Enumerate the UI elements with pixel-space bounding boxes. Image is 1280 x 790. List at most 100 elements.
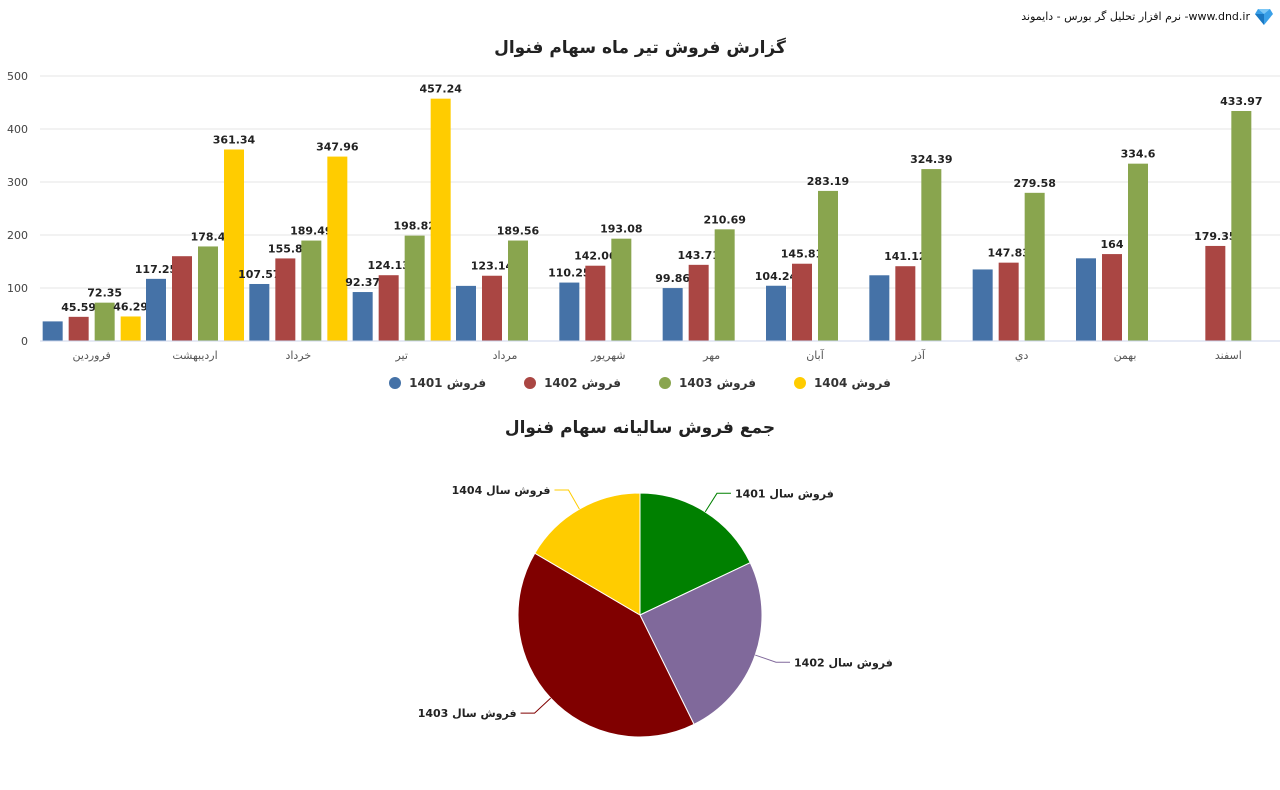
data-label: 72.35: [87, 287, 122, 300]
data-label: 141.12: [884, 250, 926, 263]
pie-slice: [639, 492, 751, 616]
x-tick-label: آذر: [911, 348, 926, 362]
data-label: 99.86: [655, 272, 690, 285]
bar: [327, 156, 348, 341]
data-label: 189.56: [497, 225, 540, 238]
bar: [1205, 245, 1226, 341]
bar: [921, 169, 942, 341]
data-label: 324.39: [910, 153, 952, 166]
y-tick-label: 0: [21, 335, 28, 348]
y-tick-label: 100: [7, 282, 28, 295]
data-label: 46.29: [113, 300, 148, 313]
data-label: 117.25: [135, 263, 177, 276]
data-label: 283.19: [807, 175, 849, 188]
x-tick-label: فروردین: [73, 349, 111, 362]
bar: [120, 316, 141, 341]
data-label: 104.24: [755, 270, 798, 283]
bar: [1231, 110, 1252, 341]
bar: [998, 262, 1019, 341]
legend-label: فروش 1404: [813, 376, 891, 390]
data-label: 178.4: [191, 230, 226, 243]
data-label: 198.82: [393, 220, 435, 233]
x-tick-label: اسفند: [1215, 349, 1242, 362]
bar: [662, 288, 683, 341]
data-label: 164: [1101, 238, 1124, 251]
data-label: 279.58: [1013, 177, 1055, 190]
data-label: 147.83: [987, 247, 1029, 260]
y-tick-label: 200: [7, 229, 28, 242]
legend-label: فروش 1402: [544, 376, 621, 390]
bar: [42, 321, 63, 341]
y-tick-label: 300: [7, 176, 28, 189]
data-label: 142.06: [574, 250, 617, 263]
bar: [430, 98, 451, 341]
bar: [508, 240, 528, 341]
pie-label: فروش سال 1403: [418, 707, 517, 720]
data-label: 143.71: [677, 249, 719, 262]
bar: [482, 275, 502, 341]
x-tick-label: بهمن: [1114, 349, 1137, 362]
legend-item[interactable]: فروش 1402: [524, 376, 621, 390]
legend-item[interactable]: فروش 1401: [389, 376, 486, 390]
x-tick-label: اردیبهشت: [172, 349, 217, 362]
bar: [378, 275, 399, 341]
bar: [585, 265, 606, 341]
site-header: www.dnd.ir- نرم افزار تحلیل گر بورس - دا…: [1021, 6, 1274, 26]
x-tick-label: مرداد: [493, 349, 518, 362]
bar: [766, 285, 786, 341]
x-tick-label: آبان: [806, 348, 824, 362]
legend-marker: [389, 377, 402, 389]
data-label: 433.97: [1220, 95, 1262, 108]
legend-marker: [793, 377, 806, 389]
legend-item[interactable]: فروش 1403: [659, 376, 756, 390]
bar: [275, 258, 296, 341]
x-tick-label: تیر: [394, 349, 407, 362]
legend-marker: [659, 377, 671, 389]
data-label: 110.25: [548, 267, 590, 280]
y-tick-label: 500: [7, 70, 28, 83]
pie-connector: [755, 654, 791, 663]
bar: [301, 240, 322, 341]
legend-marker: [524, 377, 537, 389]
data-label: 210.69: [703, 213, 745, 226]
bar: [869, 275, 890, 341]
bar: [198, 246, 218, 341]
bar: [94, 302, 115, 341]
pie-slice: [534, 492, 641, 616]
pie-chart: فروش سال 1401 فروش سال 1402 فروش سال 1403 ف…: [418, 484, 893, 738]
pie-connector: [520, 697, 552, 714]
bar: [895, 266, 916, 341]
bar: [714, 229, 735, 341]
bar: [456, 285, 476, 341]
pie-label: فروش سال 1404: [452, 484, 551, 497]
pie-chart-title: جمع فروش سالیانه سهام فنوال: [504, 418, 776, 438]
legend-label: فروش 1403: [679, 376, 756, 390]
pie-label: فروش سال 1401: [735, 487, 834, 500]
y-tick-label: 400: [7, 123, 28, 136]
data-label: 45.59: [61, 301, 96, 314]
header-text: www.dnd.ir- نرم افزار تحلیل گر بورس - دا…: [1021, 9, 1250, 23]
pie-connector: [704, 492, 731, 513]
data-label: 92.37: [345, 276, 380, 289]
legend-label: فروش 1401: [409, 376, 487, 390]
bar-chart-legend: فروش 1401 فروش 1402 فروش 1403 فروش 1404: [0, 376, 1280, 390]
data-label: 124.13: [367, 259, 409, 272]
bar: [611, 238, 632, 341]
data-label: 189.49: [290, 225, 332, 238]
bar: [1102, 254, 1122, 341]
legend-item[interactable]: فروش 1404: [793, 376, 891, 390]
bar: [68, 316, 89, 341]
data-label: 107.57: [238, 268, 280, 281]
bar: [972, 269, 993, 341]
data-label: 334.6: [1121, 148, 1156, 161]
pie-slice: [639, 562, 763, 726]
data-label: 193.08: [600, 223, 642, 236]
bar: [146, 278, 166, 341]
diamond-icon: [1255, 9, 1273, 25]
bar: [249, 283, 270, 341]
pie-connector: [554, 489, 580, 510]
x-tick-label: مهر: [702, 349, 720, 362]
x-tick-label: شهریور: [590, 349, 625, 362]
data-label: 145.81: [781, 248, 823, 261]
